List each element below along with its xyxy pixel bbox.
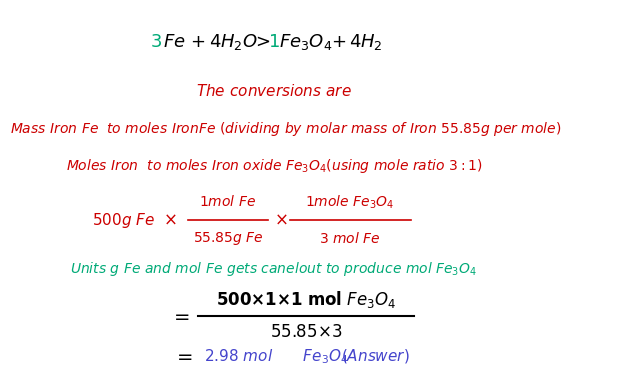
Text: $\it{55.85g\ Fe}$: $\it{55.85g\ Fe}$ [193,230,263,247]
Text: $\it{Mass\ Iron\ Fe\ \ to\ moles\ IronFe\ (dividing\ by\ molar\ mass\ of\ Iron\ : $\it{Mass\ Iron\ Fe\ \ to\ moles\ IronFe… [9,121,561,138]
Text: $\it{The\ conversions\ are}$: $\it{The\ conversions\ are}$ [196,83,352,99]
Text: $\it{1mol\ Fe}$: $\it{1mol\ Fe}$ [200,195,257,209]
Text: $\times$: $\times$ [164,212,177,229]
Text: $=$: $=$ [170,307,190,325]
Text: $Fe_3O_4$: $Fe_3O_4$ [279,32,333,52]
Text: $\it{500g\ Fe}$: $\it{500g\ Fe}$ [92,211,156,230]
Text: $=$: $=$ [173,347,193,365]
Text: $1$: $1$ [269,33,281,51]
Text: $\it{3\ mol\ Fe}$: $\it{3\ mol\ Fe}$ [318,231,380,246]
Text: $+$: $+$ [190,33,205,51]
Text: $4H_2$: $4H_2$ [350,32,383,52]
Text: $\ \mathit{Fe_3O_4}$: $\ \mathit{Fe_3O_4}$ [298,347,348,366]
Text: $55.85{\times}3$: $55.85{\times}3$ [270,324,342,341]
Text: $\it{Moles\ Iron\ \ to\ moles\ Iron\ oxide\ Fe_3O_4(using\ mole\ ratio\ 3:1)}$: $\it{Moles\ Iron\ \ to\ moles\ Iron\ oxi… [65,157,482,175]
Text: $\mathbf{500{\times}1{\times}1}\ \mathbf{mol}\ \mathit{Fe_3O_4}$: $\mathbf{500{\times}1{\times}1}\ \mathbf… [216,289,396,311]
Text: $\it{1mole\ Fe_3O_4}$: $\it{1mole\ Fe_3O_4}$ [305,193,394,211]
Text: $+$: $+$ [330,33,346,51]
Text: $Fe$: $Fe$ [164,33,186,51]
Text: $4H_2O$: $4H_2O$ [209,32,258,52]
Text: $2.98\ mol$: $2.98\ mol$ [204,348,273,364]
Text: $>$: $>$ [253,33,271,51]
Text: $\times$: $\times$ [274,212,287,229]
Text: $\it{Units\ g\ Fe\ and\ mol\ Fe\ gets\ canelout\ to\ produce\ mol\ Fe_3O_4}$: $\it{Units\ g\ Fe\ and\ mol\ Fe\ gets\ c… [70,260,478,278]
Text: $\it{(Answer)}$: $\it{(Answer)}$ [341,347,410,365]
Text: $3$: $3$ [150,33,162,51]
